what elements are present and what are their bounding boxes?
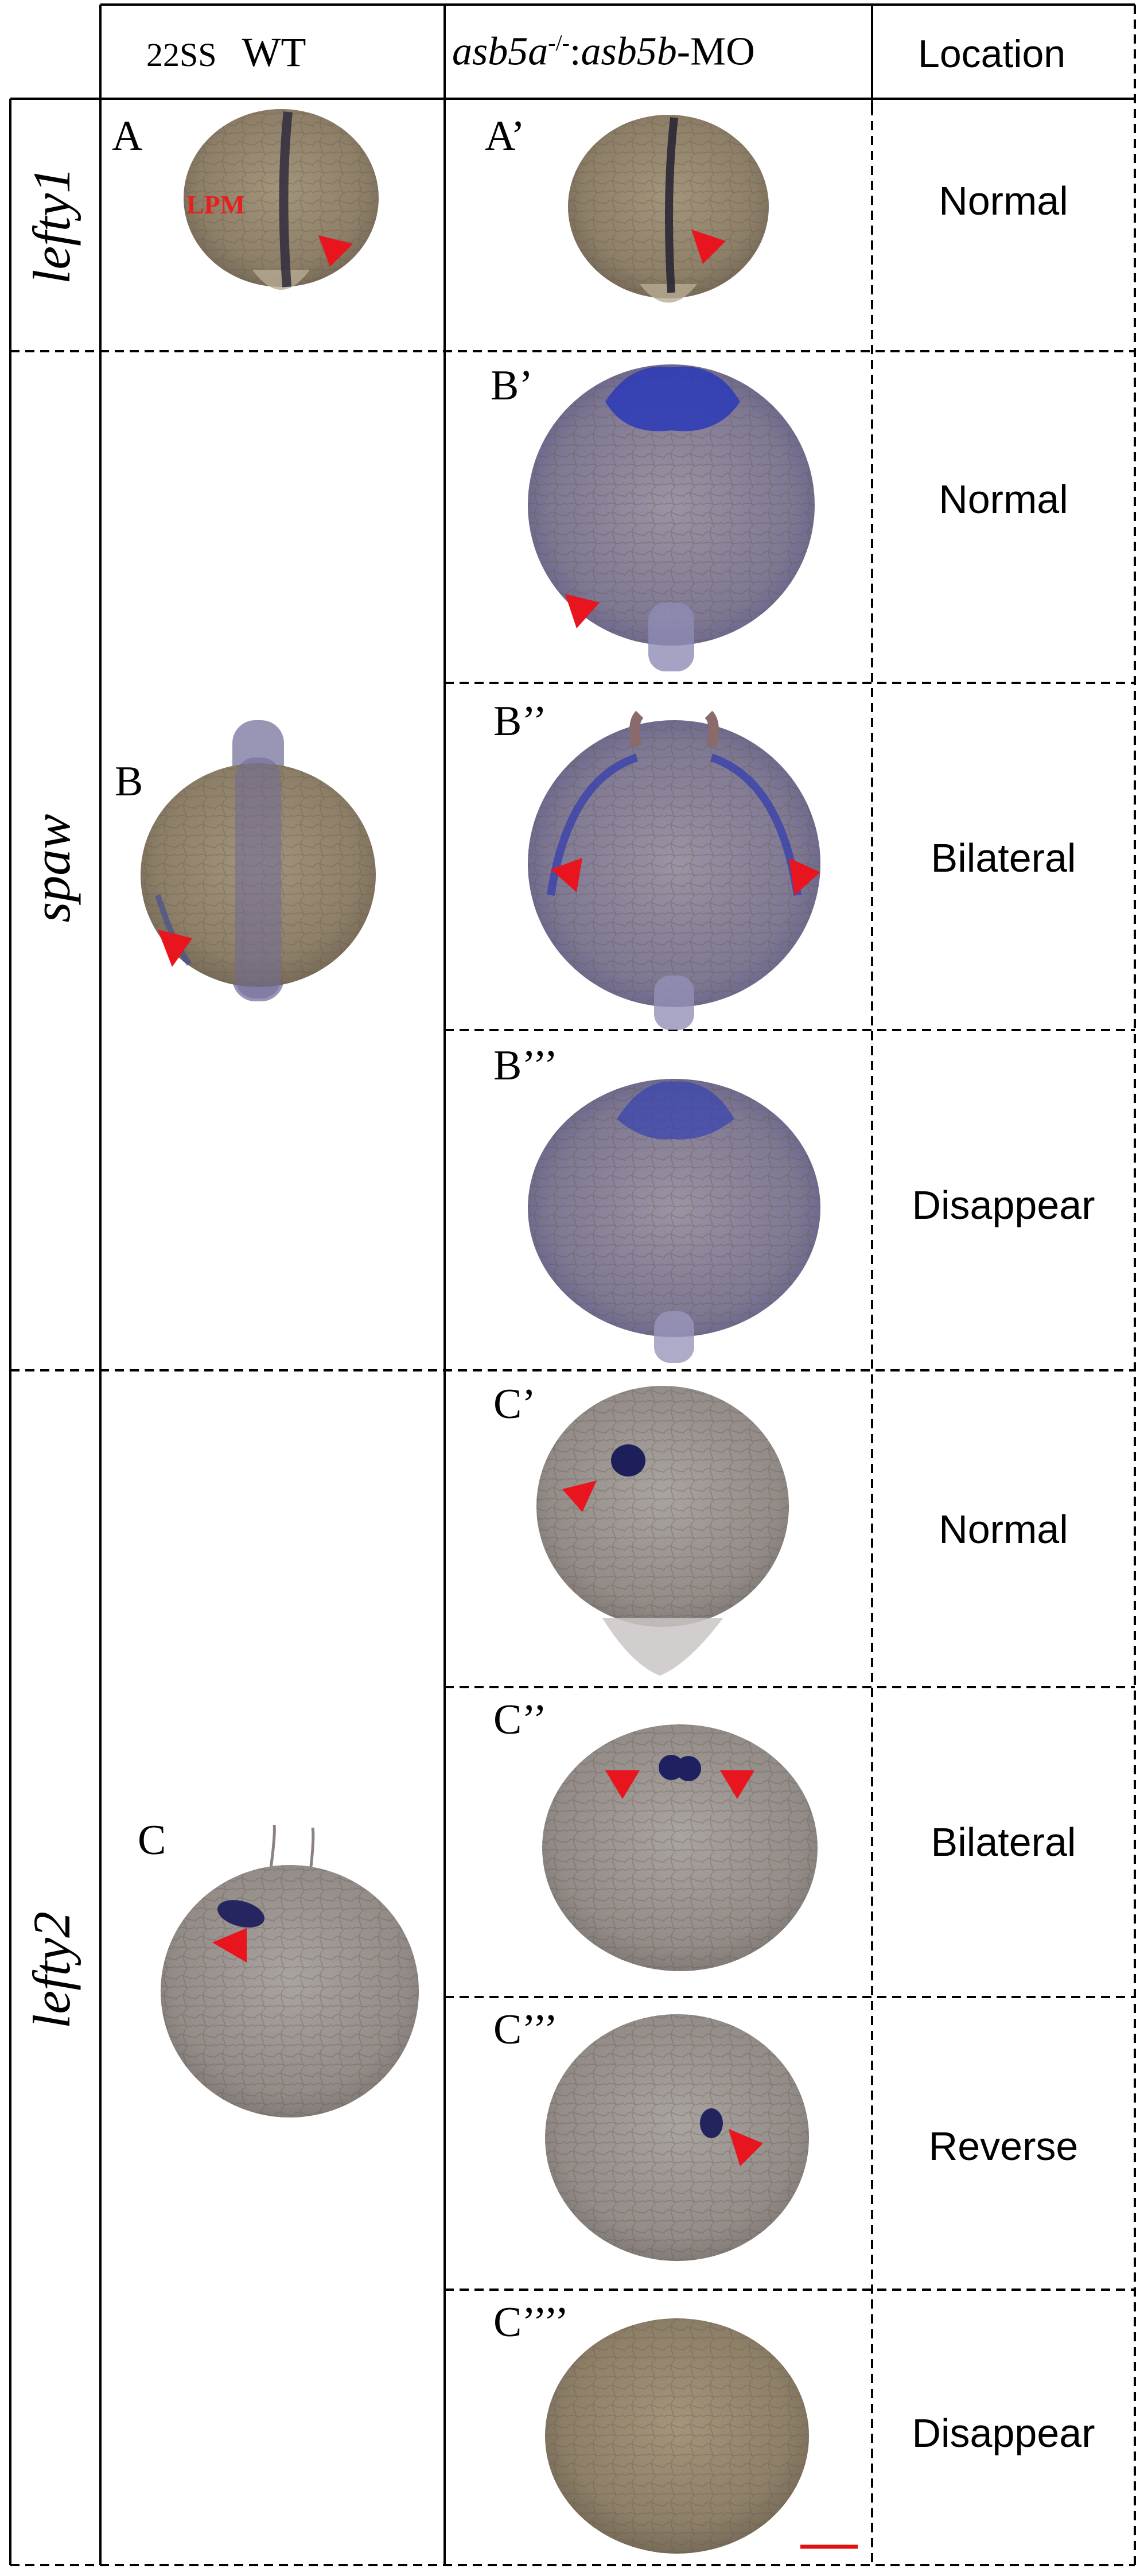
header-col3: Location [918,32,1066,76]
location-C2: Bilateral [931,1820,1076,1864]
header-col2-gene-b: asb5b [581,29,677,74]
location-B2: Bilateral [931,836,1076,880]
panel-label-C4: C’’’’ [493,2299,569,2346]
location-B1: Normal [939,477,1068,522]
panel-label-C1: C’ [493,1381,536,1428]
header-col1-stage: 22SS [146,36,217,73]
arrowhead-A1 [691,230,726,264]
arrowhead-B2-right [789,858,820,895]
arrowhead-C2-left [605,1770,640,1799]
panel-label-B3: B’’’ [493,1042,558,1089]
arrowhead-A [318,235,353,267]
location-A1: Normal [939,178,1068,223]
grid-dashed-lines [10,5,1136,2566]
arrowhead-B [158,930,192,967]
gene-label-spaw: spaw [22,814,81,923]
grid-solid-lines [9,3,1135,2565]
embryo-B3 [528,1079,820,1363]
header-col2-gene-a: asb5a [452,29,548,74]
header-col1: 22SS WT [146,32,306,73]
panel-label-B: B [115,758,143,805]
embryo-B2 [528,710,820,1030]
embryo-C4 [545,2318,809,2554]
gene-label-lefty2: lefty2 [22,1911,81,2029]
embryo-C1 [536,1386,789,1676]
panel-label-C2: C’’ [493,1696,547,1743]
embryo-B1 [528,364,815,671]
arrowhead-C [212,1928,247,1963]
panel-label-C: C [138,1817,166,1864]
location-C4: Disappear [912,2411,1095,2455]
panel-label-B1: B’ [491,362,533,409]
header-col2: asb5a-/-:asb5b-MO [452,32,755,72]
location-C1: Normal [939,1507,1068,1552]
embryo-B [141,720,376,1001]
arrowhead-C3 [729,2129,763,2166]
embryo-A1 [568,115,769,303]
panel-label-B2: B’’ [493,698,547,745]
embryo-C [161,1824,419,2117]
panel-label-A1: A’ [485,112,525,160]
location-B3: Disappear [912,1183,1095,1227]
header-col2-sep: : [570,29,581,74]
panel-label-C3: C’’’ [493,2006,558,2053]
header-col2-suffix: -MO [676,29,755,74]
arrowhead-B2-left [551,858,582,892]
embryo-C3 [545,2014,809,2261]
arrowhead-B1 [565,594,600,628]
arrowhead-C1 [562,1481,597,1512]
location-C3: Reverse [928,2124,1079,2169]
gene-label-lefty1: lefty1 [22,166,81,285]
arrowhead-C2-right [720,1770,754,1799]
header-col2-superscript: -/- [548,30,570,56]
arrowheads [158,230,820,2166]
embryo-C2 [542,1724,818,1971]
panel-label-A: A [112,112,143,160]
header-col1-genotype: WT [242,29,306,75]
annotation-lpm: LPM [186,190,246,219]
